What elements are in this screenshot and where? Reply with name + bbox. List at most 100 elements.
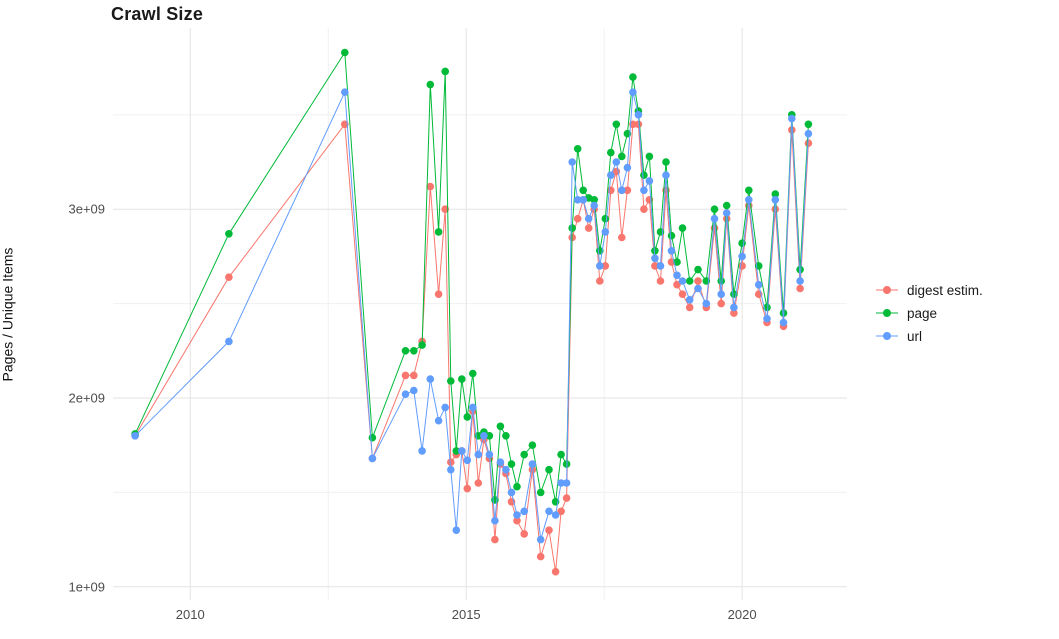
data-point — [771, 205, 780, 213]
data-point — [640, 171, 648, 179]
legend-item-page: page — [874, 305, 983, 321]
data-point — [474, 450, 483, 459]
data-point — [368, 454, 377, 463]
data-point — [426, 375, 435, 383]
data-point — [640, 205, 648, 213]
data-point — [447, 458, 455, 467]
data-point — [584, 214, 593, 223]
grid-major — [113, 28, 847, 600]
data-point — [573, 145, 582, 153]
data-point — [673, 258, 681, 266]
data-point — [474, 479, 483, 487]
data-point — [447, 465, 455, 474]
data-point — [623, 163, 632, 172]
data-point — [562, 494, 571, 502]
data-point — [710, 214, 719, 223]
data-point — [458, 375, 466, 383]
data-point — [796, 265, 804, 274]
data-point — [441, 205, 450, 213]
data-point — [717, 277, 725, 285]
data-point — [480, 432, 488, 440]
data-point — [685, 296, 694, 304]
data-point — [513, 482, 521, 491]
x-tick-label: 2015 — [452, 607, 481, 622]
data-point — [673, 271, 681, 280]
y-tick-label: 1e+09 — [68, 579, 105, 594]
data-point — [738, 262, 746, 270]
data-point — [573, 214, 582, 223]
legend-key-icon — [876, 286, 898, 294]
data-point — [656, 262, 665, 270]
data-point — [717, 299, 725, 308]
data-point — [730, 303, 738, 312]
data-point — [557, 450, 565, 459]
data-point — [507, 460, 516, 468]
data-point — [368, 433, 377, 442]
data-point — [225, 230, 233, 238]
y-tick-label: 3e+09 — [68, 202, 105, 217]
data-point — [520, 507, 528, 516]
data-point — [536, 535, 545, 544]
data-point — [485, 450, 494, 459]
data-point — [545, 465, 553, 474]
data-point — [401, 371, 410, 380]
data-point — [463, 456, 472, 465]
data-point — [607, 171, 615, 179]
data-point — [528, 441, 537, 450]
legend-key-dot — [883, 309, 891, 317]
legend-key-icon — [876, 309, 898, 317]
data-point — [607, 148, 615, 157]
data-point — [573, 196, 582, 204]
data-point — [634, 111, 643, 119]
data-point — [651, 262, 659, 270]
data-point — [629, 73, 637, 81]
data-point — [507, 488, 516, 497]
data-point — [341, 88, 349, 96]
series-page — [131, 48, 813, 506]
data-point — [557, 479, 565, 487]
data-point — [131, 432, 139, 440]
data-point — [513, 516, 521, 525]
data-point — [447, 377, 455, 385]
data-point — [579, 186, 587, 195]
data-point — [536, 552, 545, 561]
data-point — [434, 416, 443, 425]
data-point — [410, 386, 418, 395]
legend-item-url: url — [874, 328, 983, 344]
data-point — [596, 277, 604, 285]
data-point — [601, 214, 610, 223]
data-point — [426, 182, 435, 191]
data-point — [645, 152, 654, 161]
data-point — [485, 432, 494, 440]
data-point — [738, 252, 746, 261]
legend-key-dot — [883, 332, 891, 340]
data-point — [804, 129, 813, 138]
data-point — [551, 511, 560, 519]
legend-item-label: page — [907, 305, 938, 321]
data-point — [667, 247, 676, 255]
legend-item-label: url — [907, 328, 923, 344]
data-point — [341, 48, 349, 57]
data-point — [656, 277, 665, 285]
data-point — [612, 120, 621, 129]
data-point — [452, 526, 461, 534]
data-point — [629, 88, 637, 96]
data-point — [590, 196, 598, 204]
data-point — [463, 413, 472, 421]
data-point — [545, 526, 553, 534]
data-point — [745, 186, 753, 195]
legend-key-dot — [883, 286, 891, 294]
data-point — [694, 284, 702, 293]
data-point — [601, 262, 610, 270]
series-line-digest-estim — [134, 122, 809, 572]
data-point — [401, 347, 410, 355]
data-point — [410, 371, 418, 380]
data-point — [730, 309, 738, 317]
y-tick-label: 2e+09 — [68, 391, 105, 406]
data-point — [225, 337, 233, 346]
legend-key-icon — [876, 332, 898, 340]
data-point — [678, 277, 687, 285]
data-point — [469, 403, 477, 412]
data-point — [623, 186, 632, 195]
data-point — [796, 277, 804, 285]
